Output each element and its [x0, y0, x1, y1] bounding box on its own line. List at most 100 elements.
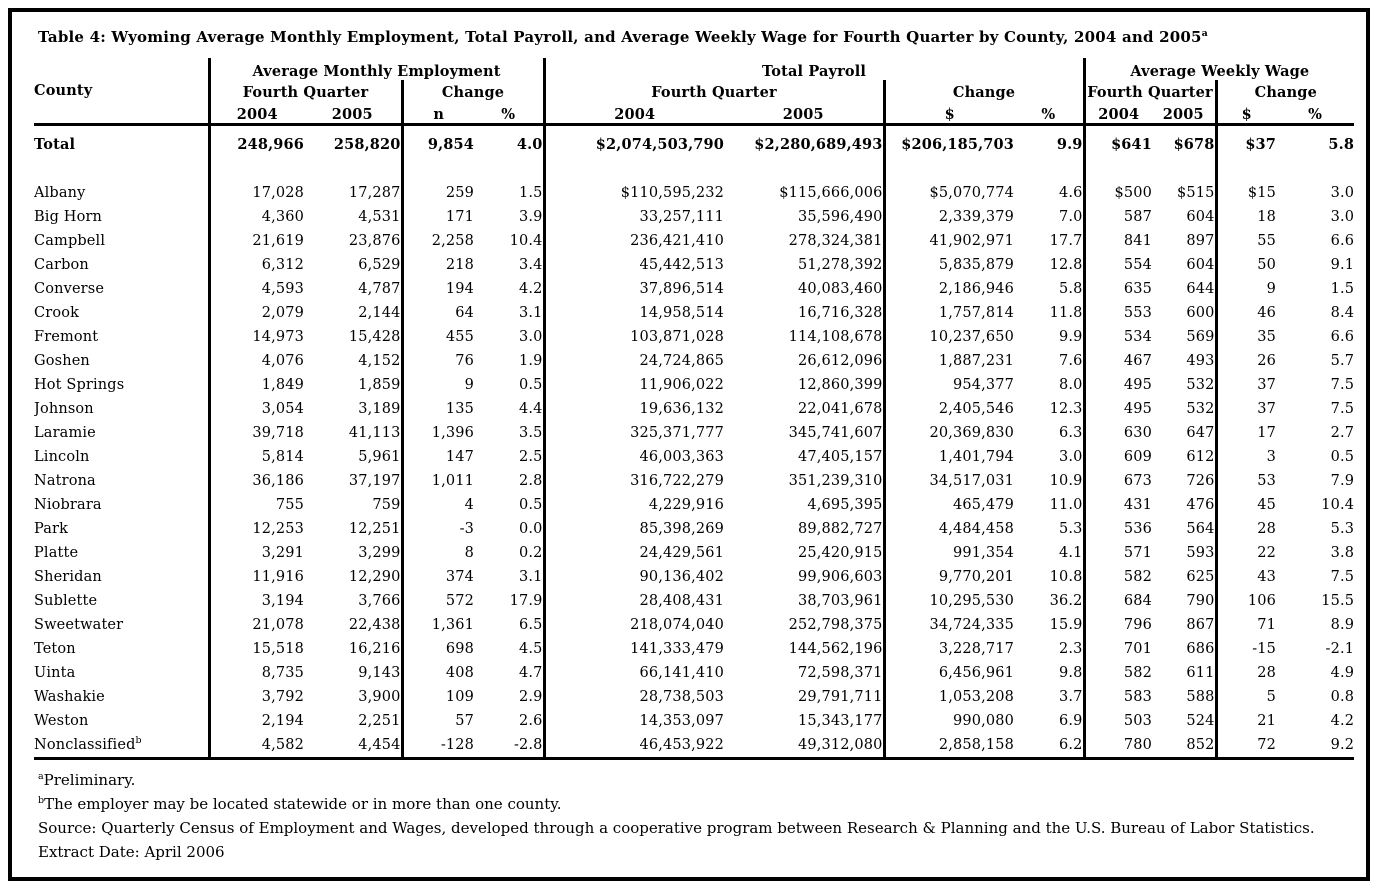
value-cell: 495 [1082, 397, 1153, 421]
value-cell [400, 162, 474, 181]
value-cell: 11.8 [1049, 305, 1083, 321]
value-cell: 20,369,830 [882, 421, 1015, 445]
county-cell: Weston [34, 713, 89, 729]
county-cell: Nonclassifiedb [34, 733, 209, 760]
value-cell: 34,724,335 [882, 613, 1015, 637]
value-cell: 24,429,561 [542, 541, 725, 565]
county-cell: Big Horn [34, 209, 103, 225]
value-cell: 39,718 [207, 421, 304, 445]
value-cell: 553 [1082, 301, 1153, 325]
value-cell: 85,398,269 [542, 517, 725, 541]
value-cell: 582 [1082, 565, 1153, 589]
value-cell: 990,080 [882, 709, 1015, 733]
table-title-text: Table 4: Wyoming Average Monthly Employm… [38, 28, 1202, 46]
county-cell: Converse [34, 281, 105, 297]
value-cell: 4.1 [1059, 545, 1083, 561]
payroll-2004-header: 2004 [542, 101, 725, 126]
value-cell: 2.9 [519, 689, 543, 705]
value-cell: 51,278,392 [798, 257, 883, 273]
value-cell: 600 [1186, 305, 1215, 321]
value-cell: 630 [1082, 421, 1153, 445]
wage-change-header: Change [1214, 80, 1355, 101]
value-cell: 5,835,879 [882, 253, 1015, 277]
value-cell [542, 162, 725, 181]
value-cell: 503 [1082, 709, 1153, 733]
value-cell: 35 [1214, 325, 1277, 349]
value-cell: 4,229,916 [542, 493, 725, 517]
value-cell: 4.7 [519, 665, 543, 681]
value-cell: 1,849 [207, 373, 304, 397]
county-cell: Niobrara [34, 497, 102, 513]
value-cell: 22,041,678 [798, 401, 883, 417]
value-cell: 1,396 [400, 421, 474, 445]
value-cell: 7.5 [1330, 401, 1355, 417]
value-cell: 29,791,711 [798, 689, 883, 705]
table-row: Johnson 3,054 3,189 135 4.4 19,636,132 22,041,… [34, 397, 1354, 421]
value-cell: 6,312 [207, 253, 304, 277]
value-cell: 1,757,814 [882, 301, 1015, 325]
county-cell: Platte [34, 545, 79, 561]
value-cell: $5,070,774 [882, 181, 1015, 205]
value-cell: 2,339,379 [882, 205, 1015, 229]
value-cell: 431 [1082, 493, 1153, 517]
value-cell: 726 [1186, 473, 1215, 489]
value-cell: 49,312,080 [724, 733, 885, 760]
table-row: Sublette 3,194 3,766 572 17.9 28,408,431 38,70… [34, 589, 1354, 613]
value-cell: 684 [1082, 589, 1153, 613]
value-cell: 99,906,603 [798, 569, 883, 585]
value-cell: 524 [1186, 713, 1215, 729]
value-cell: 19,636,132 [542, 397, 725, 421]
value-cell: 5,814 [207, 445, 304, 469]
table-title-superscript: a [1201, 28, 1209, 39]
county-cell: Sweetwater [34, 617, 124, 633]
county-cell: Washakie [34, 689, 105, 705]
value-cell: 790 [1186, 593, 1215, 609]
value-cell: 6.2 [1014, 733, 1085, 760]
county-cell: Campbell [34, 233, 106, 249]
value-cell: 604 [1186, 257, 1215, 273]
value-cell: 36,186 [207, 469, 304, 493]
value-cell: 0.8 [1330, 689, 1355, 705]
value-cell [1082, 162, 1153, 181]
value-cell: 2,405,546 [882, 397, 1015, 421]
value-cell: 22,438 [348, 617, 401, 633]
value-cell: 3.7 [1059, 689, 1083, 705]
wage-change-pct-header: % [1276, 101, 1355, 126]
value-cell: 14,353,097 [542, 709, 725, 733]
value-cell: -128 [400, 733, 474, 760]
value-cell: 8 [400, 541, 474, 565]
value-cell: 5.8 [1059, 281, 1083, 297]
table-row: Sheridan 11,916 12,290 374 3.1 90,136,402 99,9… [34, 565, 1354, 589]
value-cell: 28 [1214, 661, 1277, 685]
section-header-wage: Average Weekly Wage [1082, 58, 1355, 80]
value-cell: 12,290 [348, 569, 401, 585]
table-header: County Average Monthly Employment Total … [34, 58, 1355, 126]
value-cell: 17.7 [1049, 233, 1083, 249]
value-cell: 4,360 [207, 205, 304, 229]
value-cell: 71 [1214, 613, 1277, 637]
value-cell: 0.5 [519, 377, 543, 393]
value-cell: 635 [1082, 277, 1153, 301]
value-cell: 28,738,503 [542, 685, 725, 709]
value-cell: 532 [1186, 377, 1215, 393]
wage-2004-header: 2004 [1082, 101, 1153, 126]
value-cell: 588 [1186, 689, 1215, 705]
value-cell: 3.9 [519, 209, 543, 225]
value-cell: 259 [400, 181, 474, 205]
value-cell: -3 [400, 517, 474, 541]
value-cell: 698 [400, 637, 474, 661]
value-cell: 4,152 [358, 353, 401, 369]
county-cell: Fremont [34, 329, 99, 345]
value-cell: 64 [400, 301, 474, 325]
payroll-fourth-quarter-header: Fourth Quarter [542, 80, 885, 101]
value-cell: $500 [1082, 181, 1153, 205]
value-cell: 3.0 [519, 329, 543, 345]
value-cell: 2,186,946 [882, 277, 1015, 301]
value-cell: 6.3 [1059, 425, 1083, 441]
spacer-row [34, 162, 1354, 181]
value-cell: 9 [1214, 277, 1277, 301]
value-cell: 2,144 [358, 305, 401, 321]
value-cell: 41,902,971 [882, 229, 1015, 253]
value-cell: 35,596,490 [798, 209, 883, 225]
value-cell: 564 [1186, 521, 1215, 537]
